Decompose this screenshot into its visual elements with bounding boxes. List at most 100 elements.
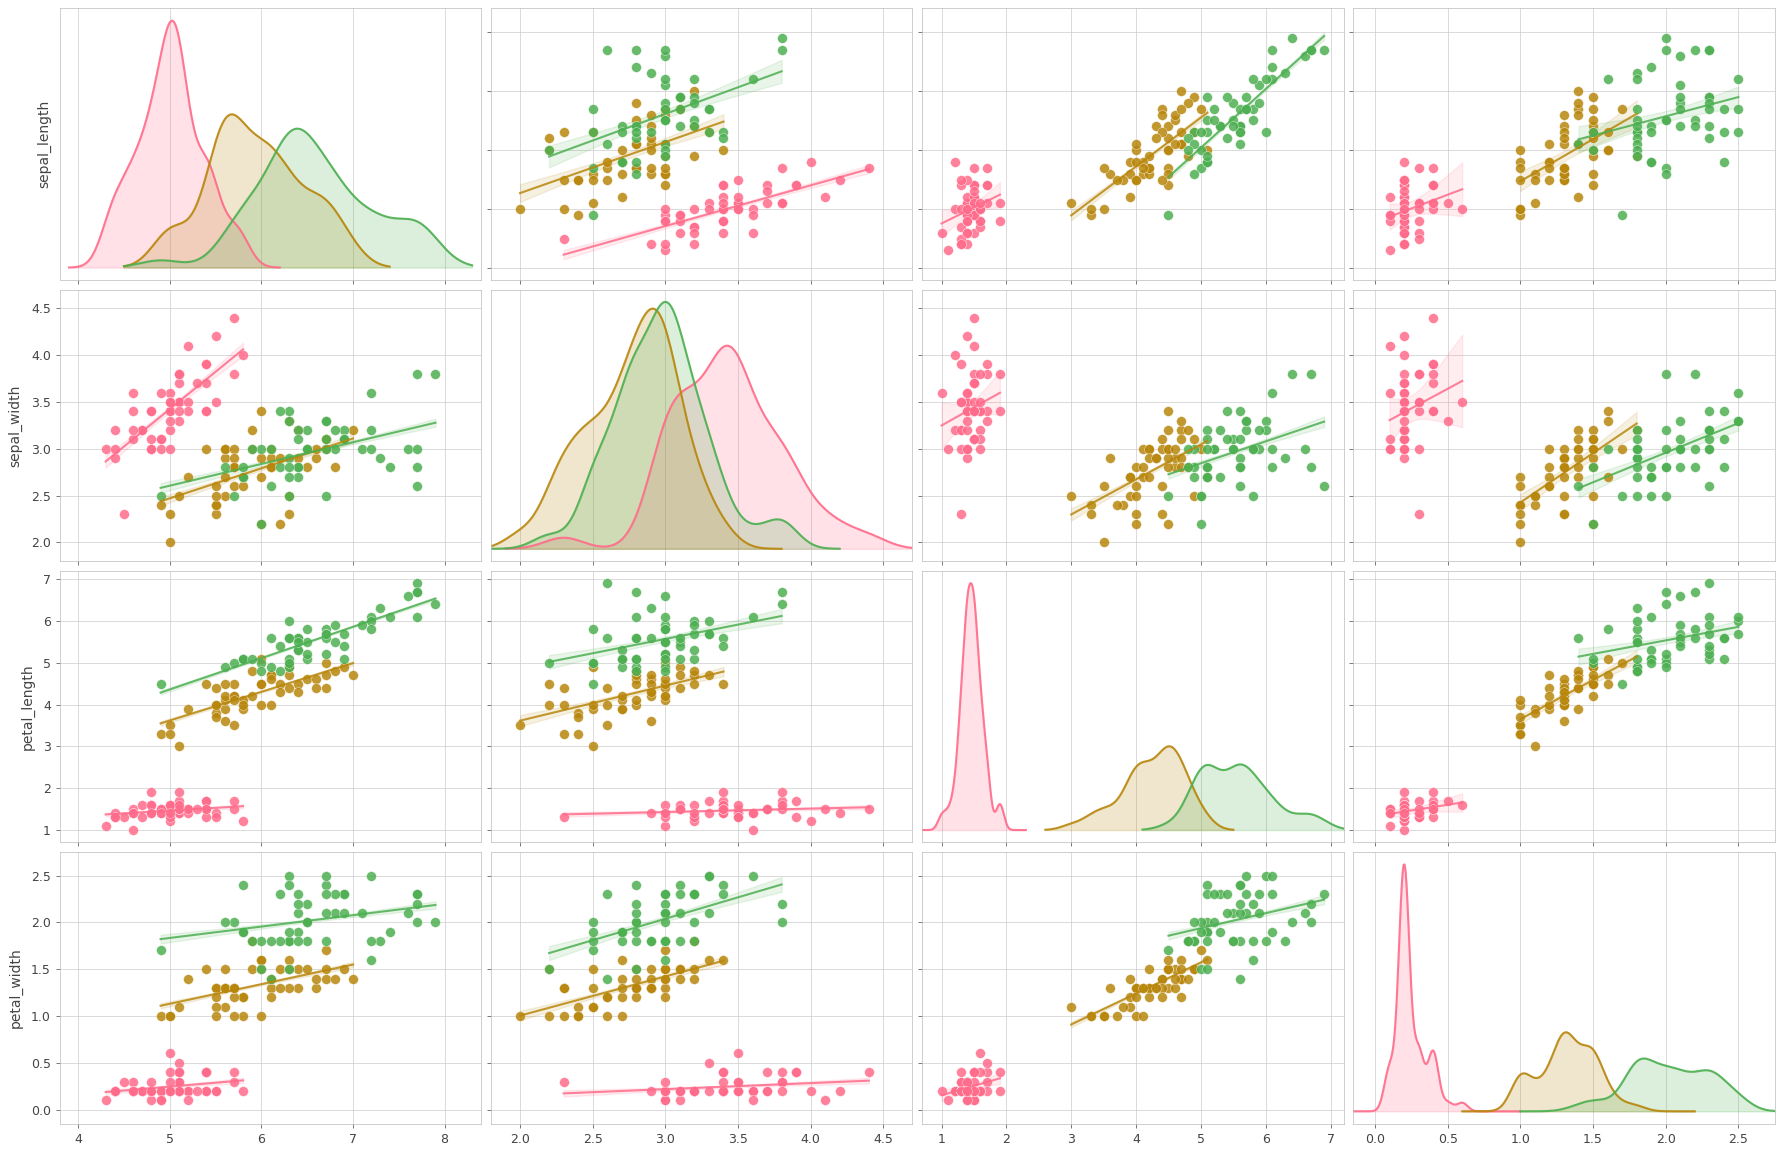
Point: [709, 800, 738, 818]
Point: [1199, 885, 1228, 904]
Point: [1116, 969, 1144, 988]
Point: [608, 123, 636, 142]
Point: [274, 449, 303, 467]
Point: [622, 158, 650, 177]
Point: [1650, 583, 1679, 601]
Point: [274, 666, 303, 684]
Point: [283, 640, 312, 659]
Point: [192, 355, 221, 374]
Point: [321, 421, 349, 440]
Point: [1388, 421, 1417, 440]
Point: [146, 674, 175, 692]
Point: [283, 904, 312, 922]
Point: [100, 808, 128, 826]
Point: [1680, 40, 1709, 59]
Point: [622, 583, 650, 601]
Point: [549, 696, 577, 714]
Point: [563, 1006, 592, 1025]
Point: [1388, 152, 1417, 171]
Point: [1563, 440, 1591, 458]
Point: [1680, 118, 1709, 136]
Point: [1520, 496, 1549, 515]
Point: [1173, 458, 1201, 477]
Point: [1549, 691, 1577, 710]
Point: [665, 960, 693, 979]
Point: [283, 629, 312, 647]
Point: [1418, 177, 1447, 195]
Point: [1577, 141, 1606, 159]
Point: [946, 1081, 975, 1100]
Point: [1709, 402, 1737, 420]
Point: [622, 894, 650, 913]
Point: [210, 440, 239, 458]
Point: [403, 365, 431, 383]
Point: [1224, 99, 1253, 118]
Point: [192, 1063, 221, 1081]
Point: [1388, 808, 1417, 826]
Point: [91, 440, 119, 458]
Point: [608, 922, 636, 941]
Point: [1534, 467, 1563, 486]
Point: [312, 412, 340, 430]
Point: [146, 440, 175, 458]
Point: [679, 795, 707, 814]
Point: [1433, 412, 1461, 430]
Point: [292, 620, 321, 638]
Point: [1388, 412, 1417, 430]
Point: [228, 812, 257, 831]
Point: [650, 904, 679, 922]
Point: [1057, 194, 1085, 212]
Point: [1433, 194, 1461, 212]
Point: [679, 674, 707, 692]
Point: [155, 1081, 184, 1100]
Point: [953, 1081, 982, 1100]
Point: [1160, 458, 1189, 477]
Point: [939, 346, 968, 365]
Point: [1650, 29, 1679, 47]
Point: [959, 194, 987, 212]
Point: [1404, 808, 1433, 826]
Point: [1622, 632, 1650, 651]
Point: [1192, 430, 1221, 449]
Point: [966, 211, 994, 230]
Point: [228, 467, 257, 486]
Point: [1224, 931, 1253, 950]
Point: [1577, 430, 1606, 449]
Point: [137, 440, 166, 458]
Point: [738, 804, 766, 823]
Point: [1549, 467, 1577, 486]
Point: [1549, 449, 1577, 467]
Point: [91, 1091, 119, 1109]
Point: [1563, 666, 1591, 684]
Point: [330, 430, 358, 449]
Point: [1212, 430, 1240, 449]
Point: [1167, 988, 1196, 1006]
Point: [946, 505, 975, 524]
Point: [1231, 88, 1260, 106]
Point: [709, 1063, 738, 1081]
Point: [1121, 477, 1149, 495]
Point: [959, 374, 987, 392]
Point: [782, 1063, 811, 1081]
Point: [1549, 171, 1577, 189]
Point: [608, 152, 636, 171]
Point: [365, 931, 394, 950]
Point: [155, 725, 184, 743]
Point: [665, 1081, 693, 1100]
Point: [292, 913, 321, 931]
Point: [622, 123, 650, 142]
Point: [257, 696, 285, 714]
Point: [622, 960, 650, 979]
Point: [1219, 904, 1247, 922]
Point: [146, 725, 175, 743]
Point: [1577, 666, 1606, 684]
Point: [1374, 816, 1402, 834]
Point: [1238, 486, 1267, 504]
Point: [1506, 200, 1534, 218]
Point: [1153, 960, 1181, 979]
Point: [1418, 177, 1447, 195]
Point: [946, 355, 975, 374]
Point: [1447, 392, 1475, 411]
Point: [1549, 696, 1577, 714]
Point: [593, 152, 622, 171]
